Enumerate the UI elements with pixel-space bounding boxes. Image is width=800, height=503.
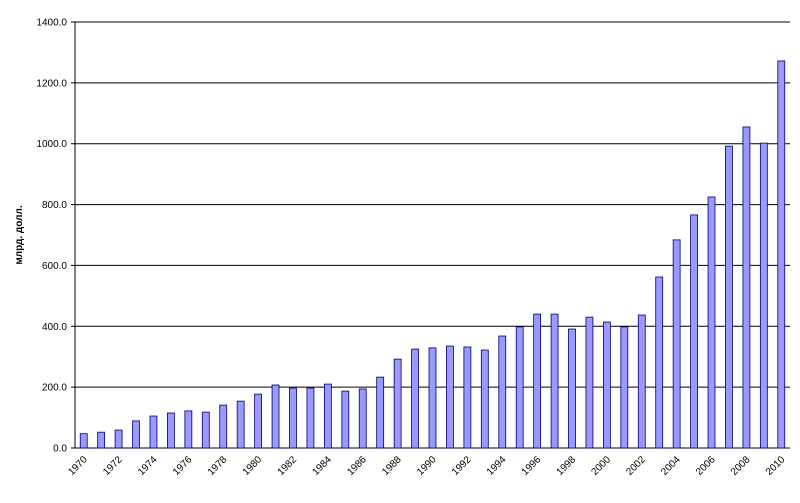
bar — [114, 429, 123, 449]
bar — [341, 390, 350, 449]
bar — [323, 383, 332, 449]
x-tick-label: 1994 — [485, 454, 509, 478]
bar — [550, 313, 559, 449]
bar — [289, 387, 297, 449]
y-tick-label: 1400.0 — [36, 18, 67, 29]
bar — [568, 328, 576, 449]
bar — [672, 239, 681, 449]
bar — [620, 326, 629, 449]
x-tick-label: 2000 — [590, 454, 614, 478]
x-tick-label: 1986 — [345, 454, 369, 478]
bar — [742, 126, 751, 449]
x-tick-label: 1992 — [450, 454, 474, 478]
bar — [358, 388, 367, 449]
bar — [376, 376, 385, 449]
bar — [480, 349, 489, 449]
y-tick-label: 1000.0 — [36, 139, 67, 150]
y-tick-label: 600.0 — [42, 261, 67, 272]
x-tick-label: 1970 — [66, 454, 90, 478]
bar — [167, 412, 175, 449]
bar — [585, 316, 594, 449]
bar — [777, 60, 786, 449]
bar — [201, 411, 210, 449]
bar — [759, 142, 768, 449]
x-tick-label: 1988 — [380, 454, 404, 478]
x-tick-label: 2004 — [659, 454, 683, 478]
x-tick-label: 1980 — [241, 454, 265, 478]
bar — [446, 345, 454, 449]
x-tick-label: 2008 — [729, 454, 753, 478]
bar — [498, 335, 507, 449]
bar — [655, 276, 664, 449]
y-tick-label: 200.0 — [42, 383, 67, 394]
x-tick-label: 1978 — [206, 454, 230, 478]
x-tick-label: 1972 — [101, 454, 125, 478]
bar — [515, 326, 524, 449]
bar — [637, 314, 646, 449]
x-tick-label: 1984 — [310, 454, 334, 478]
bar — [219, 404, 228, 449]
x-tick-label: 1974 — [136, 454, 160, 478]
bar — [463, 346, 472, 449]
bar — [132, 420, 140, 449]
bar — [690, 214, 698, 449]
x-tick-label: 2006 — [694, 454, 718, 478]
y-tick-label: 800.0 — [42, 200, 67, 211]
y-tick-label: 400.0 — [42, 322, 67, 333]
x-tick-label: 1982 — [276, 454, 300, 478]
y-tick-label: 1200.0 — [36, 78, 67, 89]
x-tick-label: 1990 — [415, 454, 439, 478]
bar — [603, 321, 611, 449]
bar — [533, 313, 542, 449]
bar — [725, 145, 733, 449]
bar — [393, 358, 402, 449]
bar — [149, 415, 158, 449]
bar — [306, 387, 315, 449]
bar — [254, 393, 262, 449]
bar — [97, 431, 106, 449]
x-tick-label: 2002 — [624, 454, 648, 478]
bar — [79, 433, 88, 449]
x-tick-label: 1998 — [555, 454, 579, 478]
bar — [707, 196, 716, 449]
x-tick-label: 2010 — [764, 454, 788, 478]
bar — [411, 348, 419, 449]
y-tick-label: 0.0 — [53, 444, 67, 455]
x-tick-label: 1996 — [520, 454, 544, 478]
x-tick-label: 1976 — [171, 454, 195, 478]
bar — [428, 347, 437, 449]
bar — [271, 384, 280, 449]
y-axis-label: млрд. долл. — [14, 205, 25, 264]
bar — [184, 410, 193, 449]
bar — [236, 400, 245, 449]
